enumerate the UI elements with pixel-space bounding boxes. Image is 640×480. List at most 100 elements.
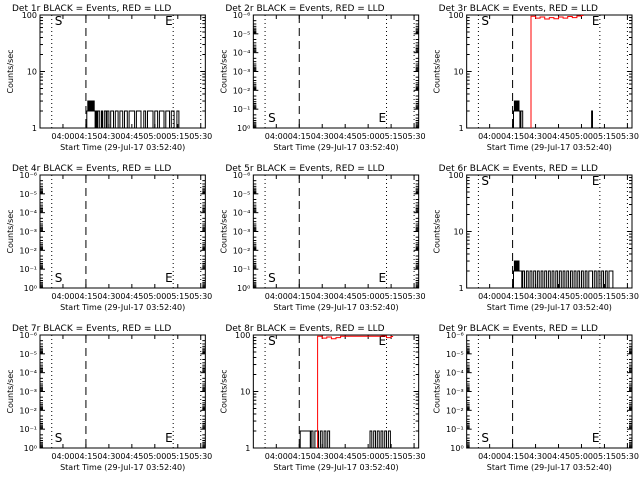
chart-title: Det 5r BLACK = Events, RED = LLD bbox=[225, 164, 384, 174]
plot-frame bbox=[466, 14, 633, 129]
x-tick-label: 05:00 bbox=[357, 132, 380, 141]
chart-title: Det 4r BLACK = Events, RED = LLD bbox=[12, 164, 171, 174]
x-tick-label: 05:30 bbox=[189, 452, 212, 461]
x-axis-label: Start Time (29-Jul-17 03:52:40) bbox=[273, 463, 398, 472]
y-tick-label: 10⁰ bbox=[24, 444, 37, 453]
y-axis-label: Counts/sec bbox=[433, 209, 442, 253]
x-axis-label: Start Time (29-Jul-17 03:52:40) bbox=[487, 463, 612, 472]
y-tick-label: 10⁻⁵ bbox=[19, 350, 37, 359]
x-tick-label: 04:30 bbox=[524, 132, 547, 141]
x-tick-label: 04:30 bbox=[311, 132, 334, 141]
plot-frame bbox=[252, 174, 420, 289]
x-tick-label: 05:30 bbox=[403, 132, 426, 141]
start-marker: S bbox=[268, 334, 276, 348]
plot-frame bbox=[252, 14, 420, 129]
x-tick-label: 04:00 bbox=[478, 292, 501, 301]
y-tick-label: 10 bbox=[240, 388, 250, 397]
x-tick-label: 04:15 bbox=[74, 292, 97, 301]
x-tick-label: 04:45 bbox=[334, 132, 357, 141]
x-axis-label: Start Time (29-Jul-17 03:52:40) bbox=[273, 303, 398, 312]
x-tick-label: 05:30 bbox=[189, 292, 212, 301]
y-tick-label: 10⁻¹ bbox=[446, 425, 464, 434]
x-tick-label: 04:30 bbox=[524, 292, 547, 301]
x-axis-label: Start Time (29-Jul-17 03:52:40) bbox=[273, 143, 398, 152]
y-tick-label: 10⁻⁴ bbox=[19, 209, 37, 218]
x-tick-label: 05:30 bbox=[403, 452, 426, 461]
y-axis-label: Counts/sec bbox=[433, 369, 442, 413]
x-tick-label: 05:00 bbox=[143, 132, 166, 141]
chart-title: Det 7r BLACK = Events, RED = LLD bbox=[12, 324, 171, 334]
x-tick-label: 05:30 bbox=[189, 132, 212, 141]
y-tick-label: 1 bbox=[459, 124, 464, 133]
chart-title: Det 2r BLACK = Events, RED = LLD bbox=[225, 4, 384, 14]
x-tick-label: 05:00 bbox=[143, 452, 166, 461]
y-tick-label: 10⁻⁵ bbox=[233, 190, 251, 199]
x-tick-label: 05:30 bbox=[616, 292, 639, 301]
x-tick-label: 04:45 bbox=[547, 292, 570, 301]
y-tick-label: 1 bbox=[459, 284, 464, 293]
y-tick-label: 10⁻⁵ bbox=[446, 350, 464, 359]
end-marker: E bbox=[379, 271, 387, 285]
y-tick-label: 10⁻² bbox=[19, 246, 37, 255]
y-tick-label: 10 bbox=[453, 68, 463, 77]
x-tick-label: 04:45 bbox=[120, 132, 143, 141]
start-marker: S bbox=[481, 431, 489, 445]
x-tick-label: 04:00 bbox=[478, 132, 501, 141]
y-axis-label: Counts/sec bbox=[219, 369, 228, 413]
y-tick-label: 10⁻² bbox=[446, 406, 464, 415]
chart-title: Det 6r BLACK = Events, RED = LLD bbox=[439, 164, 598, 174]
lld-series-line bbox=[530, 15, 584, 128]
y-tick-label: 100 bbox=[448, 11, 463, 20]
y-tick-label: 10⁻³ bbox=[19, 228, 37, 237]
x-tick-label: 05:15 bbox=[593, 452, 616, 461]
y-tick-label: 10⁻³ bbox=[233, 228, 251, 237]
plot-frame bbox=[466, 334, 633, 449]
y-tick-label: 10⁻² bbox=[233, 246, 251, 255]
x-tick-label: 05:15 bbox=[593, 292, 616, 301]
events-series-line bbox=[513, 100, 595, 129]
y-tick-label: 10⁻⁵ bbox=[233, 30, 251, 39]
x-tick-label: 04:45 bbox=[120, 292, 143, 301]
x-tick-label: 04:30 bbox=[311, 452, 334, 461]
x-tick-label: 04:15 bbox=[74, 452, 97, 461]
x-tick-label: 05:15 bbox=[380, 452, 403, 461]
plot-frame bbox=[39, 334, 206, 449]
y-tick-label: 10⁻¹ bbox=[19, 265, 37, 274]
y-axis-label: Counts/sec bbox=[6, 49, 15, 93]
x-tick-label: 04:30 bbox=[97, 452, 120, 461]
x-tick-label: 05:15 bbox=[166, 452, 189, 461]
x-axis-label: Start Time (29-Jul-17 03:52:40) bbox=[60, 303, 185, 312]
x-tick-label: 05:15 bbox=[380, 132, 403, 141]
x-tick-label: 05:15 bbox=[166, 292, 189, 301]
x-tick-label: 04:15 bbox=[501, 292, 524, 301]
x-tick-label: 04:00 bbox=[51, 292, 74, 301]
y-axis-label: Counts/sec bbox=[6, 369, 15, 413]
end-marker: E bbox=[592, 174, 600, 188]
x-tick-label: 04:15 bbox=[74, 132, 97, 141]
y-tick-label: 10⁻² bbox=[233, 86, 251, 95]
y-tick-label: 10⁻⁶ bbox=[233, 171, 251, 180]
start-marker: S bbox=[55, 431, 63, 445]
x-tick-label: 05:15 bbox=[593, 132, 616, 141]
x-tick-label: 04:45 bbox=[547, 452, 570, 461]
x-tick-label: 05:00 bbox=[357, 452, 380, 461]
x-axis-label: Start Time (29-Jul-17 03:52:40) bbox=[60, 143, 185, 152]
x-tick-label: 04:45 bbox=[120, 452, 143, 461]
events-series-line bbox=[86, 100, 180, 129]
x-axis-label: Start Time (29-Jul-17 03:52:40) bbox=[487, 143, 612, 152]
lld-series-line bbox=[317, 335, 394, 448]
x-tick-label: 04:15 bbox=[501, 132, 524, 141]
y-tick-label: 10⁻² bbox=[19, 406, 37, 415]
y-tick-label: 10⁰ bbox=[450, 444, 463, 453]
end-marker: E bbox=[165, 14, 173, 28]
y-tick-label: 10⁻³ bbox=[19, 388, 37, 397]
x-tick-label: 04:15 bbox=[288, 452, 311, 461]
y-tick-label: 1 bbox=[245, 444, 250, 453]
